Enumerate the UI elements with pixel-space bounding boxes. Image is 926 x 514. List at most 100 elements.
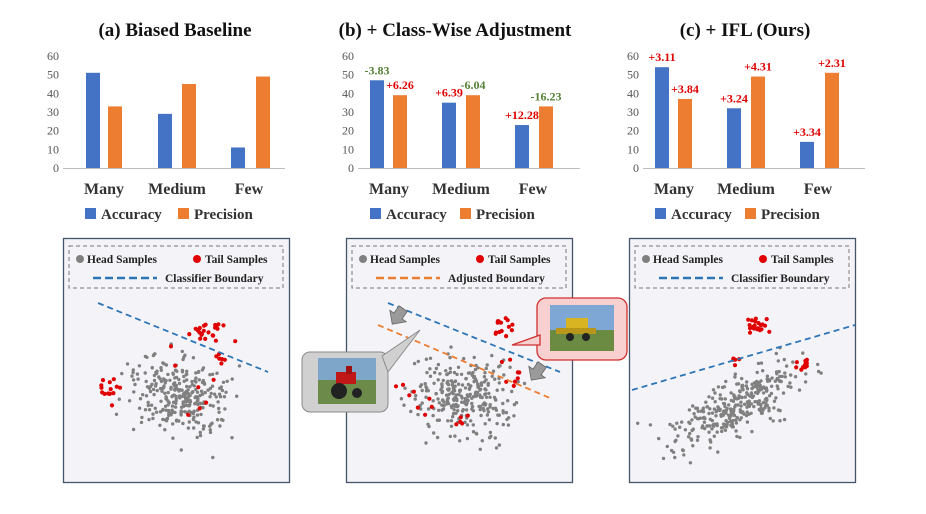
head-point [446,419,450,423]
head-point [723,397,727,401]
head-point [774,351,778,356]
head-point [739,395,743,399]
y-tick-label: 40 [342,86,354,100]
head-point [137,406,142,410]
legend-label-boundary: Adjusted Boundary [448,273,545,285]
legend-label-tail: Tail Samples [771,254,834,266]
head-point [192,426,196,430]
head-point [444,369,448,373]
head-point [770,376,774,380]
head-point [420,401,424,405]
tail-point [196,385,201,390]
head-point [721,401,726,406]
head-point [193,402,197,406]
head-point [456,365,461,369]
shift-arrow-icon [389,305,408,325]
head-point [192,409,196,413]
head-point [701,408,705,412]
head-point [159,366,163,370]
head-point [208,428,212,432]
head-point [452,408,456,412]
head-point [816,369,821,374]
legend-label-tail: Tail Samples [488,254,551,266]
head-point [707,411,711,416]
head-point [219,417,224,422]
head-point [465,436,470,441]
head-point [485,407,490,411]
head-point [689,438,694,442]
head-point [485,363,489,367]
head-point [710,427,714,431]
head-point [492,395,497,400]
head-point [747,404,752,408]
head-point [756,383,760,387]
head-point [180,349,184,354]
tail-point [216,322,221,327]
tail-point [458,415,463,420]
head-point [133,382,137,387]
legend-label-accuracy: Accuracy [101,207,162,223]
head-point [493,436,497,440]
head-point [450,391,454,395]
head-point [755,370,759,375]
tail-points [393,316,522,427]
bar-chart-1: (a) Biased Baseline 0 10 20 30 40 50 60 Many Medi… [47,20,285,223]
head-point [434,392,438,396]
head-point [147,386,152,390]
head-point [463,386,468,390]
head-point [425,370,429,375]
data-label: -16.23 [531,89,562,103]
head-point [428,374,433,378]
head-point [449,419,454,423]
head-point [463,401,467,405]
head-point [452,388,456,393]
head-point [151,416,155,421]
head-point [464,408,469,412]
head-point [478,404,483,409]
head-point [195,390,200,394]
head-point [180,394,185,399]
head-point [455,372,459,377]
head-point [185,378,189,382]
head-point [733,375,737,379]
head-point [442,403,446,408]
head-point [765,374,770,378]
head-point [223,407,227,411]
head-point [195,435,199,440]
head-point [735,382,739,386]
head-point [452,370,457,375]
head-point [153,406,157,410]
tail-point [429,404,434,409]
head-point [180,370,185,374]
bar-accuracy-few [515,125,529,168]
head-point [788,381,792,385]
head-point [174,383,179,388]
head-point [473,367,478,372]
head-point [710,418,714,423]
head-point [125,362,130,366]
head-point [208,373,212,377]
head-point [163,404,168,408]
head-point [745,380,749,384]
head-point [237,364,242,368]
head-point [714,410,718,414]
head-point [173,387,177,391]
head-point [162,378,167,383]
bar-accuracy-many [370,80,384,168]
head-point [187,404,191,408]
head-point [138,397,143,401]
y-tick-label: 10 [342,142,354,156]
data-label: -3.83 [365,63,390,77]
tail-point [511,383,516,388]
tail-point [508,357,513,362]
head-point [493,377,497,381]
head-point [777,369,781,374]
head-point [218,424,222,428]
head-point [471,395,476,399]
tail-point [800,365,806,370]
tail-point [411,389,416,394]
legend-box [68,245,284,289]
head-point [464,376,468,381]
head-point [774,396,778,400]
